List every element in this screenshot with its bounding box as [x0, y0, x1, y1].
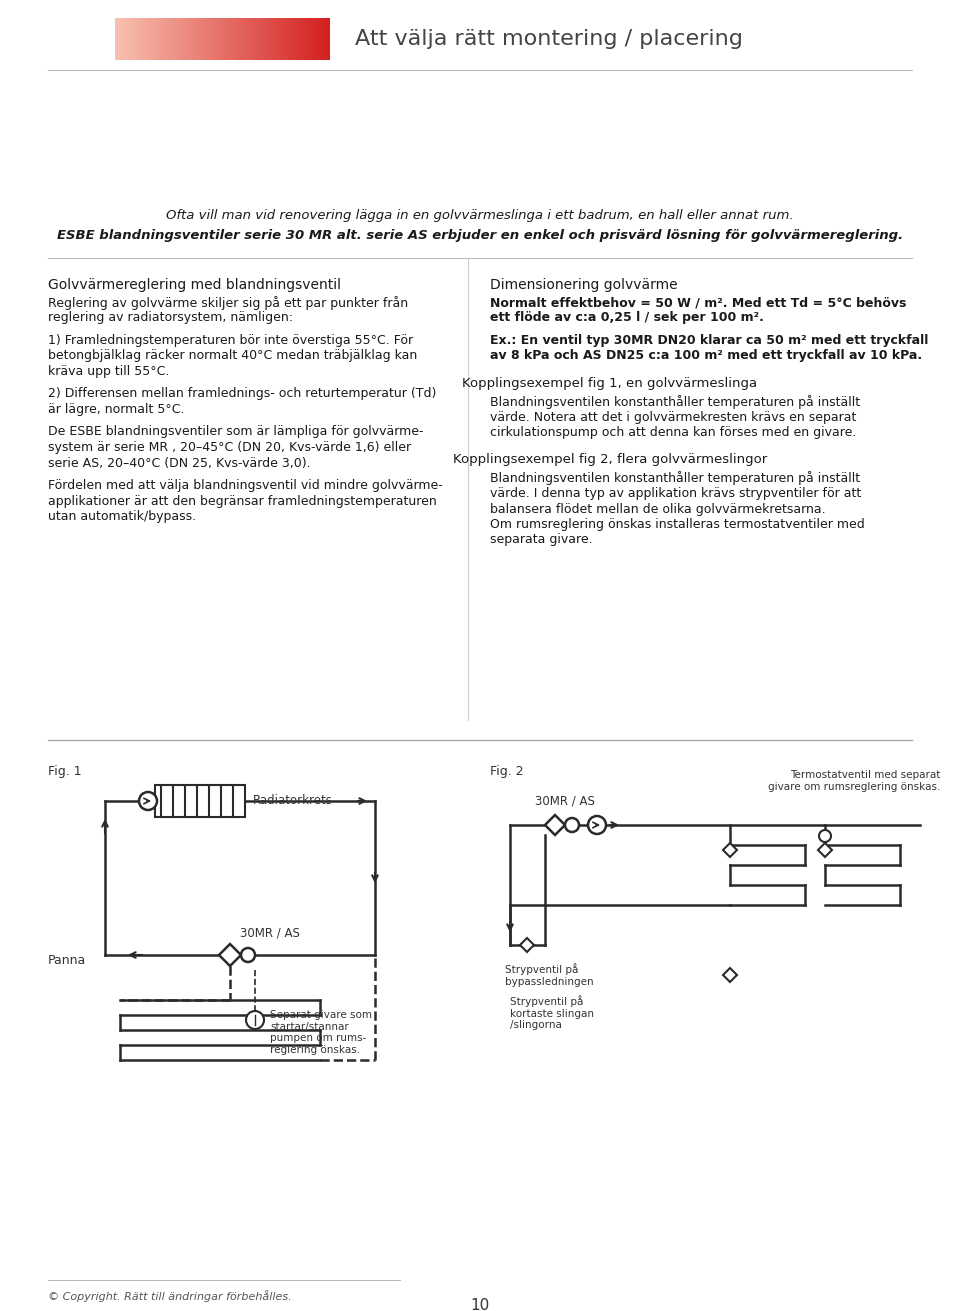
Text: 10: 10 [470, 1298, 490, 1311]
Text: Kopplingsexempel fig 2, flera golvvärmeslingor: Kopplingsexempel fig 2, flera golvvärmes… [453, 454, 767, 467]
Text: serie AS, 20–40°C (DN 25, Kvs-värde 3,0).: serie AS, 20–40°C (DN 25, Kvs-värde 3,0)… [48, 456, 311, 469]
Text: Fig. 1: Fig. 1 [48, 766, 82, 777]
Text: ett flöde av c:a 0,25 l / sek per 100 m².: ett flöde av c:a 0,25 l / sek per 100 m²… [490, 312, 764, 325]
Text: Normalt effektbehov = 50 W / m². Med ett Td = 5°C behövs: Normalt effektbehov = 50 W / m². Med ett… [490, 296, 906, 309]
Text: Blandningsventiler: Blandningsventiler [111, 29, 334, 49]
Text: applikationer är att den begränsar framledningstemperaturen: applikationer är att den begränsar framl… [48, 494, 437, 507]
Circle shape [246, 1011, 264, 1029]
Text: Kopplingsexempel fig 1, en golvvärmeslinga: Kopplingsexempel fig 1, en golvvärmeslin… [463, 378, 757, 389]
Text: Ex.: En ventil typ 30MR DN20 klarar ca 50 m² med ett tryckfall: Ex.: En ventil typ 30MR DN20 klarar ca 5… [490, 334, 928, 347]
Polygon shape [219, 944, 241, 966]
Text: Separat givare som
startar/stannar
pumpen om rums-
reglering önskas.: Separat givare som startar/stannar pumpe… [270, 1009, 372, 1055]
Text: Blandningsventilen konstanthåller temperaturen på inställt: Blandningsventilen konstanthåller temper… [490, 472, 860, 485]
Text: 1) Framledningstemperaturen bör inte överstiga 55°C. För: 1) Framledningstemperaturen bör inte öve… [48, 334, 413, 347]
Text: Radiatorkrets: Radiatorkrets [253, 794, 333, 808]
Text: Ofta vill man vid renovering lägga in en golvvärmeslinga i ett badrum, en hall e: Ofta vill man vid renovering lägga in en… [166, 208, 794, 222]
Text: 30MR / AS: 30MR / AS [535, 794, 595, 808]
Text: Termostatventil med separat
givare om rumsreglering önskas.: Termostatventil med separat givare om ru… [768, 770, 940, 792]
Circle shape [819, 830, 831, 842]
Text: värde. Notera att det i golvvärmekresten krävs en separat: värde. Notera att det i golvvärmekresten… [490, 410, 856, 423]
Text: De ESBE blandningsventiler som är lämpliga för golvvärme-: De ESBE blandningsventiler som är lämpli… [48, 426, 423, 438]
Text: reglering av radiatorsystem, nämligen:: reglering av radiatorsystem, nämligen: [48, 312, 293, 325]
Polygon shape [545, 815, 565, 835]
Text: Reglering av golvvärme skiljer sig på ett par punkter från: Reglering av golvvärme skiljer sig på et… [48, 296, 408, 309]
Text: Golvvärmereglering med blandningsventil: Golvvärmereglering med blandningsventil [48, 278, 341, 292]
Text: Om rumsreglering önskas installeras termostatventiler med: Om rumsreglering önskas installeras term… [490, 518, 865, 531]
Text: balansera flödet mellan de olika golvvärmekretsarna.: balansera flödet mellan de olika golvvär… [490, 502, 826, 515]
Bar [155, 785, 245, 817]
Text: kräva upp till 55°C.: kräva upp till 55°C. [48, 364, 169, 378]
Text: © Copyright. Rätt till ändringar förbehålles.: © Copyright. Rätt till ändringar förbehå… [48, 1290, 292, 1302]
Text: utan automatik/bypass.: utan automatik/bypass. [48, 510, 196, 523]
Text: 30MR / AS: 30MR / AS [240, 927, 300, 940]
Circle shape [241, 948, 255, 962]
Text: Fördelen med att välja blandningsventil vid mindre golvvärme-: Fördelen med att välja blandningsventil … [48, 479, 443, 492]
Text: av 8 kPa och AS DN25 c:a 100 m² med ett tryckfall av 10 kPa.: av 8 kPa och AS DN25 c:a 100 m² med ett … [490, 350, 923, 363]
Text: betongbjälklag räcker normalt 40°C medan träbjälklag kan: betongbjälklag räcker normalt 40°C medan… [48, 350, 418, 363]
Text: separata givare.: separata givare. [490, 534, 592, 547]
Text: värde. I denna typ av applikation krävs strypventiler för att: värde. I denna typ av applikation krävs … [490, 486, 861, 499]
Text: Blandningsventilen konstanthåller temperaturen på inställt: Blandningsventilen konstanthåller temper… [490, 395, 860, 409]
Text: Strypventil på
kortaste slingan
/slingorna: Strypventil på kortaste slingan /slingor… [510, 995, 594, 1030]
Text: ESBE blandningsventiler serie 30 MR alt. serie AS erbjuder en enkel och prisvärd: ESBE blandningsventiler serie 30 MR alt.… [57, 228, 903, 241]
Text: system är serie MR , 20–45°C (DN 20, Kvs-värde 1,6) eller: system är serie MR , 20–45°C (DN 20, Kvs… [48, 440, 411, 454]
Text: Att välja rätt montering / placering: Att välja rätt montering / placering [355, 29, 743, 49]
Text: Panna: Panna [48, 953, 86, 966]
Text: 2) Differensen mellan framlednings- och returtemperatur (Td): 2) Differensen mellan framlednings- och … [48, 388, 437, 400]
Text: Strypventil på
bypassledningen: Strypventil på bypassledningen [505, 964, 593, 986]
Polygon shape [723, 968, 737, 982]
Circle shape [588, 815, 606, 834]
Polygon shape [818, 843, 832, 857]
Circle shape [139, 792, 157, 810]
Text: cirkulationspump och att denna kan förses med en givare.: cirkulationspump och att denna kan förse… [490, 426, 856, 439]
Text: Dimensionering golvvärme: Dimensionering golvvärme [490, 278, 678, 292]
Polygon shape [520, 937, 534, 952]
Circle shape [565, 818, 579, 832]
Polygon shape [723, 843, 737, 857]
Text: är lägre, normalt 5°C.: är lägre, normalt 5°C. [48, 402, 184, 416]
Text: Fig. 2: Fig. 2 [490, 766, 523, 777]
